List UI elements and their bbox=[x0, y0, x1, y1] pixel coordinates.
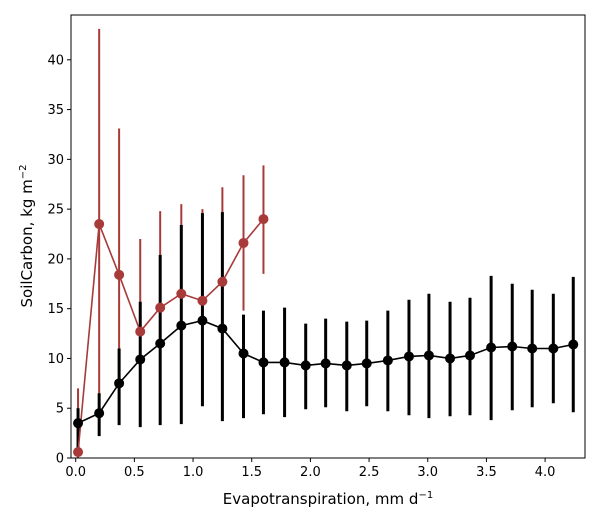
data-point bbox=[94, 408, 105, 419]
x-tick-label: 0.5 bbox=[124, 465, 145, 480]
data-point bbox=[341, 360, 352, 371]
y-tick-label: 0 bbox=[56, 452, 64, 467]
data-point bbox=[548, 343, 559, 354]
data-point bbox=[320, 358, 331, 369]
y-tick-label: 20 bbox=[47, 252, 64, 267]
data-point bbox=[568, 339, 579, 350]
series-points-layer bbox=[73, 214, 579, 458]
plot-frame bbox=[70, 14, 586, 459]
y-tick-label: 10 bbox=[47, 352, 64, 367]
data-point bbox=[445, 353, 456, 364]
data-point bbox=[238, 237, 249, 248]
data-point bbox=[217, 276, 228, 287]
data-point bbox=[464, 350, 475, 361]
data-point bbox=[73, 418, 84, 429]
data-point bbox=[197, 315, 208, 326]
data-point bbox=[238, 348, 249, 359]
x-tick-label: 2.5 bbox=[359, 465, 380, 480]
data-point bbox=[423, 350, 434, 361]
data-point bbox=[382, 355, 393, 366]
data-point bbox=[527, 343, 538, 354]
data-point bbox=[73, 447, 84, 458]
data-point bbox=[279, 357, 290, 368]
series-line bbox=[77, 218, 265, 453]
y-tick-label: 35 bbox=[47, 103, 64, 118]
y-tick-label: 30 bbox=[47, 153, 64, 168]
data-point bbox=[176, 288, 187, 299]
x-tick-label: 0.0 bbox=[65, 465, 86, 480]
x-tick-label: 4.0 bbox=[535, 465, 556, 480]
data-point bbox=[361, 358, 372, 369]
data-point bbox=[258, 214, 269, 225]
data-point bbox=[176, 320, 187, 331]
data-point bbox=[197, 295, 208, 306]
y-tick-label: 5 bbox=[56, 402, 64, 417]
data-point bbox=[486, 342, 497, 353]
data-point bbox=[403, 351, 414, 362]
data-point bbox=[507, 341, 518, 352]
x-tick-label: 3.0 bbox=[417, 465, 438, 480]
x-tick-label: 2.0 bbox=[300, 465, 321, 480]
data-point bbox=[300, 360, 311, 371]
y-tick-label: 40 bbox=[47, 53, 64, 68]
data-point bbox=[155, 302, 166, 313]
y-tick-label: 25 bbox=[47, 203, 64, 218]
x-tick-label: 3.5 bbox=[476, 465, 497, 480]
data-point bbox=[135, 354, 146, 365]
data-point bbox=[114, 378, 125, 389]
x-tick-label: 1.0 bbox=[183, 465, 204, 480]
data-point bbox=[135, 326, 146, 337]
y-axis-label: SoilCarbon, kg m−2 bbox=[18, 165, 36, 308]
data-point bbox=[258, 357, 269, 368]
y-tick-label: 15 bbox=[47, 302, 64, 317]
data-point bbox=[155, 338, 166, 349]
y-axis-ticks: 0 5 10 15 20 25 30 35 40 bbox=[47, 53, 71, 467]
data-point bbox=[217, 323, 228, 334]
data-point bbox=[94, 219, 105, 230]
x-axis-ticks: 0.0 0.5 1.0 1.5 2.0 2.5 3.0 3.5 4.0 bbox=[65, 458, 555, 480]
data-point bbox=[114, 269, 125, 280]
plot-area bbox=[71, 15, 585, 458]
x-axis-label: Evapotranspiration, mm d−1 bbox=[223, 490, 433, 508]
x-tick-label: 1.5 bbox=[241, 465, 262, 480]
